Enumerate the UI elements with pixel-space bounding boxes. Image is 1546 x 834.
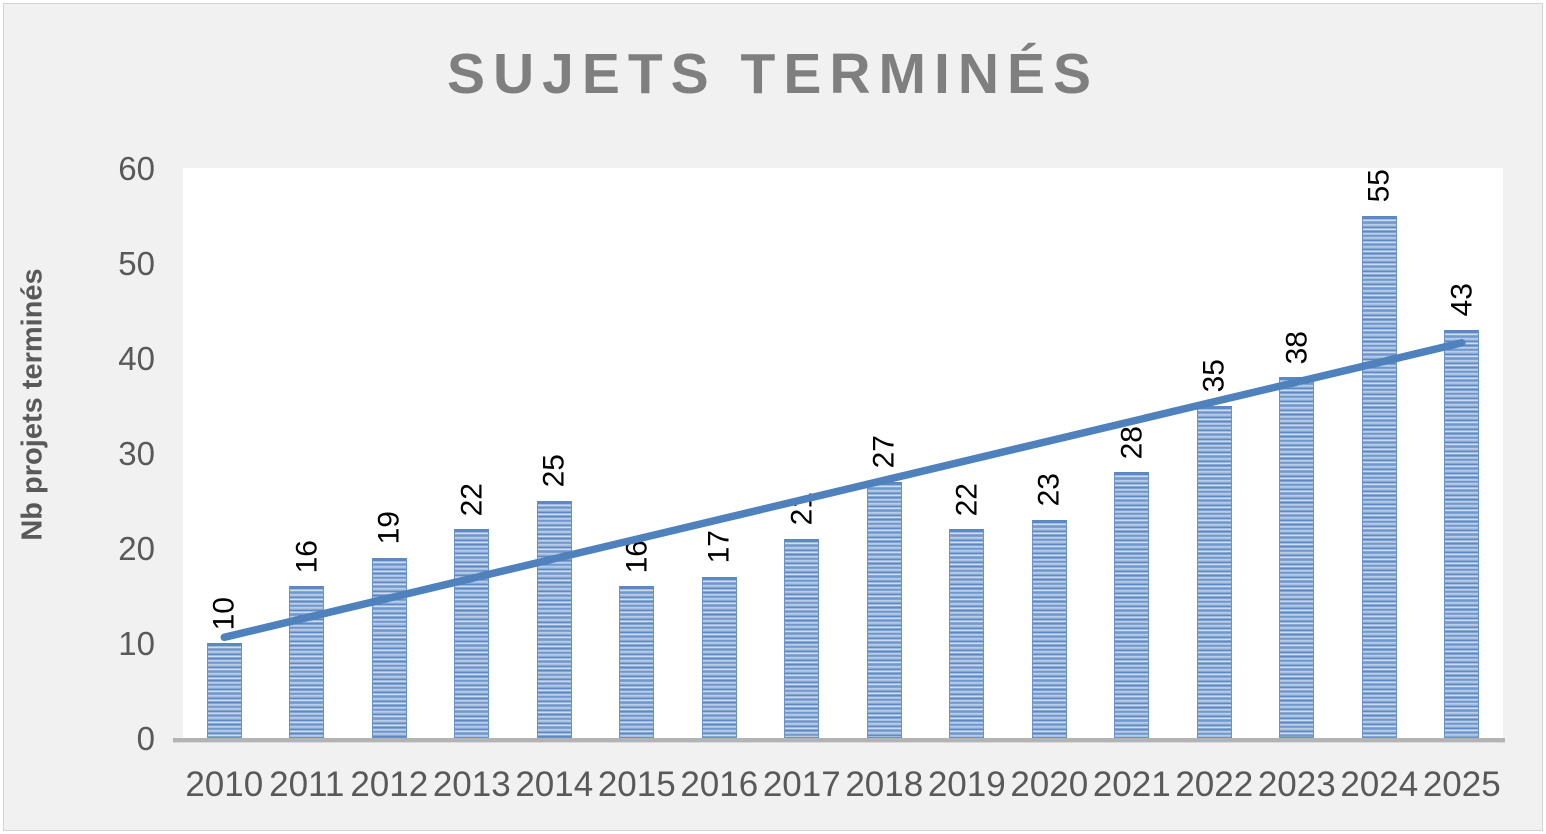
x-tick-label: 2015 — [597, 765, 676, 804]
y-tick-label: 0 — [136, 720, 155, 757]
bar-2018 — [866, 481, 902, 738]
x-axis-tick-labels: 2010 2011 2012 2013 2014 2015 2016 2017 2018 2019… — [183, 765, 1503, 815]
bar-2020 — [1031, 519, 1067, 738]
bar-value-label: 25 — [537, 454, 571, 488]
bar-value-label: 10 — [207, 596, 241, 630]
bar-2025 — [1444, 329, 1480, 738]
bar-2012 — [371, 557, 407, 738]
x-tick-label: 2017 — [762, 765, 841, 804]
bar-2010 — [206, 643, 242, 738]
bar-2024 — [1361, 215, 1397, 738]
bar-value-label: 55 — [1362, 169, 1396, 203]
bar-value-label: 28 — [1115, 425, 1149, 459]
bar-value-label: 22 — [455, 482, 489, 516]
x-tick-label: 2011 — [269, 765, 345, 804]
bar-value-label: 16 — [620, 539, 654, 573]
plot-area: 10 16 19 22 25 16 17 21 27 22 23 28 35 38 55 43 — [183, 168, 1503, 738]
x-tick-label: 2013 — [432, 765, 511, 804]
bar-value-label: 27 — [867, 435, 901, 469]
x-axis-line — [173, 738, 1505, 743]
x-tick-label: 2016 — [680, 765, 759, 804]
bar-value-label: 16 — [290, 539, 324, 573]
bar-2017 — [784, 538, 820, 738]
bar-value-label: 21 — [785, 492, 819, 526]
x-tick-label: 2012 — [350, 765, 429, 804]
bar-value-label: 19 — [372, 511, 406, 545]
bar-2011 — [289, 586, 325, 738]
x-tick-label: 2020 — [1010, 765, 1089, 804]
bar-2013 — [454, 529, 490, 738]
bar-2015 — [619, 586, 655, 738]
y-tick-label: 20 — [118, 530, 155, 567]
y-tick-label: 60 — [118, 150, 155, 187]
x-tick-label: 2023 — [1257, 765, 1336, 804]
bar-value-label: 38 — [1280, 330, 1314, 364]
x-tick-label: 2021 — [1092, 765, 1171, 804]
y-tick-label: 50 — [118, 245, 155, 282]
bar-value-label: 43 — [1445, 283, 1479, 317]
bar-value-label: 35 — [1197, 359, 1231, 393]
bar-2021 — [1114, 472, 1150, 738]
bar-2023 — [1279, 377, 1315, 738]
bar-2016 — [701, 576, 737, 738]
bar-2019 — [949, 529, 985, 738]
x-tick-label: 2022 — [1175, 765, 1254, 804]
bar-value-label: 23 — [1032, 473, 1066, 507]
bar-value-label: 22 — [950, 482, 984, 516]
y-tick-label: 40 — [118, 340, 155, 377]
bar-2014 — [536, 500, 572, 738]
y-axis-tick-labels: 0 10 20 30 40 50 60 — [3, 3, 155, 831]
x-tick-label: 2019 — [927, 765, 1006, 804]
x-tick-label: 2018 — [845, 765, 924, 804]
y-tick-label: 30 — [118, 435, 155, 472]
chart-title: SUJETS TERMINÉS — [446, 42, 1100, 106]
bar-2022 — [1196, 405, 1232, 738]
x-tick-label: 2014 — [515, 765, 594, 804]
bar-value-label: 17 — [702, 530, 736, 564]
x-tick-label: 2010 — [185, 765, 264, 804]
x-tick-label: 2025 — [1422, 765, 1501, 804]
x-tick-label: 2024 — [1340, 765, 1419, 804]
y-tick-label: 10 — [118, 625, 155, 662]
